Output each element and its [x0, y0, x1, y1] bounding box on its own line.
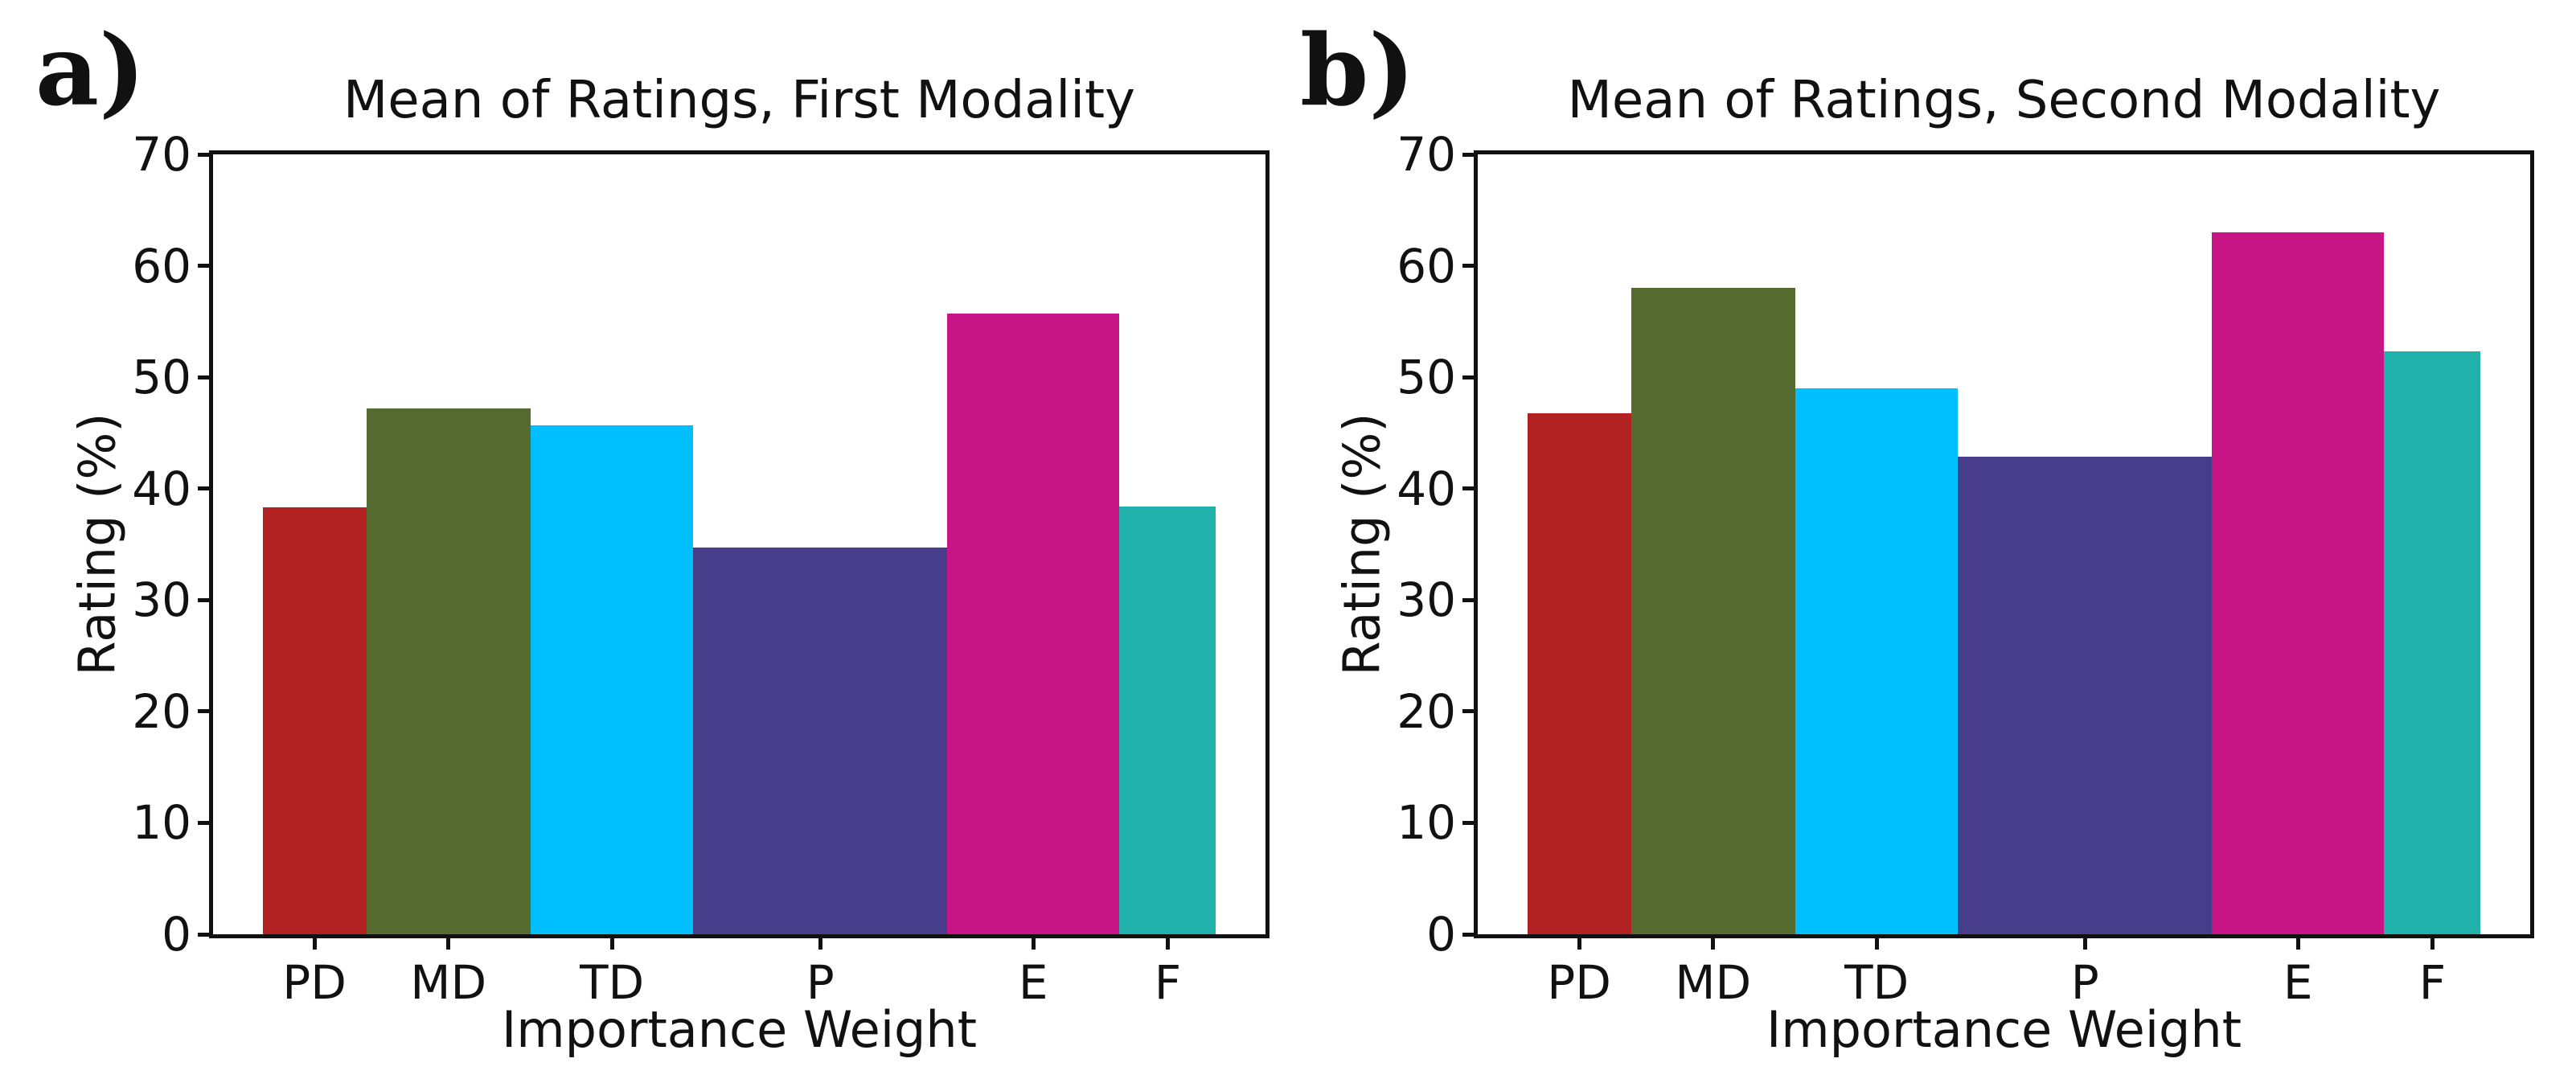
x-tick-label: PD [1547, 955, 1611, 1010]
y-tick-label: 70 [132, 127, 191, 182]
x-tick-label: PD [282, 955, 347, 1010]
y-tick-label: 60 [1397, 238, 1456, 293]
bar-pd [262, 507, 367, 934]
y-tick-mark [198, 152, 209, 157]
y-tick-label: 50 [1397, 350, 1456, 405]
x-tick-mark [1874, 938, 1879, 950]
y-tick-label: 50 [132, 350, 191, 405]
bar-p [1958, 456, 2213, 934]
bar-e [947, 314, 1120, 934]
y-tick-label: 30 [132, 572, 191, 628]
y-axis-label: Rating (%) [68, 412, 127, 676]
x-tick-label: F [1154, 955, 1182, 1010]
x-tick-label: TD [580, 955, 645, 1010]
x-tick-mark [2430, 938, 2434, 950]
y-tick-label: 0 [162, 907, 191, 962]
x-axis-label: Importance Weight [502, 1000, 977, 1059]
x-tick-label: E [2283, 955, 2313, 1010]
x-tick-mark [818, 938, 822, 950]
y-tick-label: 40 [132, 461, 191, 516]
y-tick-label: 60 [132, 238, 191, 293]
x-tick-mark [2082, 938, 2087, 950]
y-tick-mark [198, 932, 209, 937]
bar-md [1631, 288, 1795, 934]
y-tick-mark [198, 486, 209, 491]
plot-area: 0 10 20 30 40 50 60 70 PD MD TD P E F [1397, 131, 2534, 1006]
x-tick-mark [1031, 938, 1036, 950]
y-tick-mark [1462, 152, 1474, 157]
y-tick-label: 20 [1397, 683, 1456, 739]
chart-title: Mean of Ratings, First Modality [343, 71, 1135, 130]
x-tick-mark [446, 938, 451, 950]
y-tick-mark [198, 375, 209, 379]
y-tick-mark [1462, 375, 1474, 379]
bar-pd [1527, 412, 1631, 934]
chart-title: Mean of Ratings, Second Modality [1567, 71, 2441, 130]
x-tick-label: MD [410, 955, 487, 1010]
x-tick-label: E [1018, 955, 1048, 1010]
bar-f [1119, 506, 1216, 934]
panel-b: b) Mean of Ratings, Second Modality Rati… [1265, 0, 2576, 1079]
y-tick-mark [198, 597, 209, 602]
x-tick-mark [2295, 938, 2300, 950]
x-tick-mark [1165, 938, 1170, 950]
x-tick-label: F [2418, 955, 2447, 1010]
plot-area: 0 10 20 30 40 50 60 70 PD MD TD P E F [132, 131, 1270, 1006]
y-tick-label: 0 [1426, 907, 1456, 962]
y-axis-label: Rating (%) [1332, 412, 1392, 676]
x-tick-mark [312, 938, 317, 950]
x-tick-mark [1711, 938, 1716, 950]
bar-td [1795, 388, 1959, 934]
y-tick-mark [198, 264, 209, 269]
x-tick-mark [1577, 938, 1581, 950]
y-tick-mark [198, 709, 209, 714]
y-tick-mark [1462, 709, 1474, 714]
y-tick-mark [1462, 486, 1474, 491]
y-tick-mark [1462, 932, 1474, 937]
panel-label-b: b) [1300, 12, 1416, 128]
y-tick-mark [198, 820, 209, 825]
y-tick-label: 30 [1397, 572, 1456, 628]
x-tick-label: P [2070, 955, 2099, 1010]
panel-label-a: a) [35, 12, 146, 128]
panel-a: a) Mean of Ratings, First Modality Ratin… [35, 12, 1270, 1059]
x-tick-label: P [806, 955, 835, 1010]
bar-td [530, 425, 694, 934]
bar-md [366, 408, 531, 934]
y-tick-label: 40 [1397, 461, 1456, 516]
bar-p [693, 548, 948, 934]
x-axis-label: Importance Weight [1766, 1000, 2242, 1059]
y-tick-label: 70 [1397, 127, 1456, 182]
y-tick-label: 10 [132, 795, 191, 851]
bar-e [2212, 232, 2385, 934]
y-tick-mark [1462, 264, 1474, 269]
y-tick-label: 10 [1397, 795, 1456, 851]
x-tick-mark [609, 938, 614, 950]
x-tick-label: TD [1844, 955, 1909, 1010]
x-tick-label: MD [1675, 955, 1752, 1010]
y-tick-mark [1462, 820, 1474, 825]
y-tick-label: 20 [132, 683, 191, 739]
y-tick-mark [1462, 597, 1474, 602]
bar-f [2384, 351, 2481, 934]
